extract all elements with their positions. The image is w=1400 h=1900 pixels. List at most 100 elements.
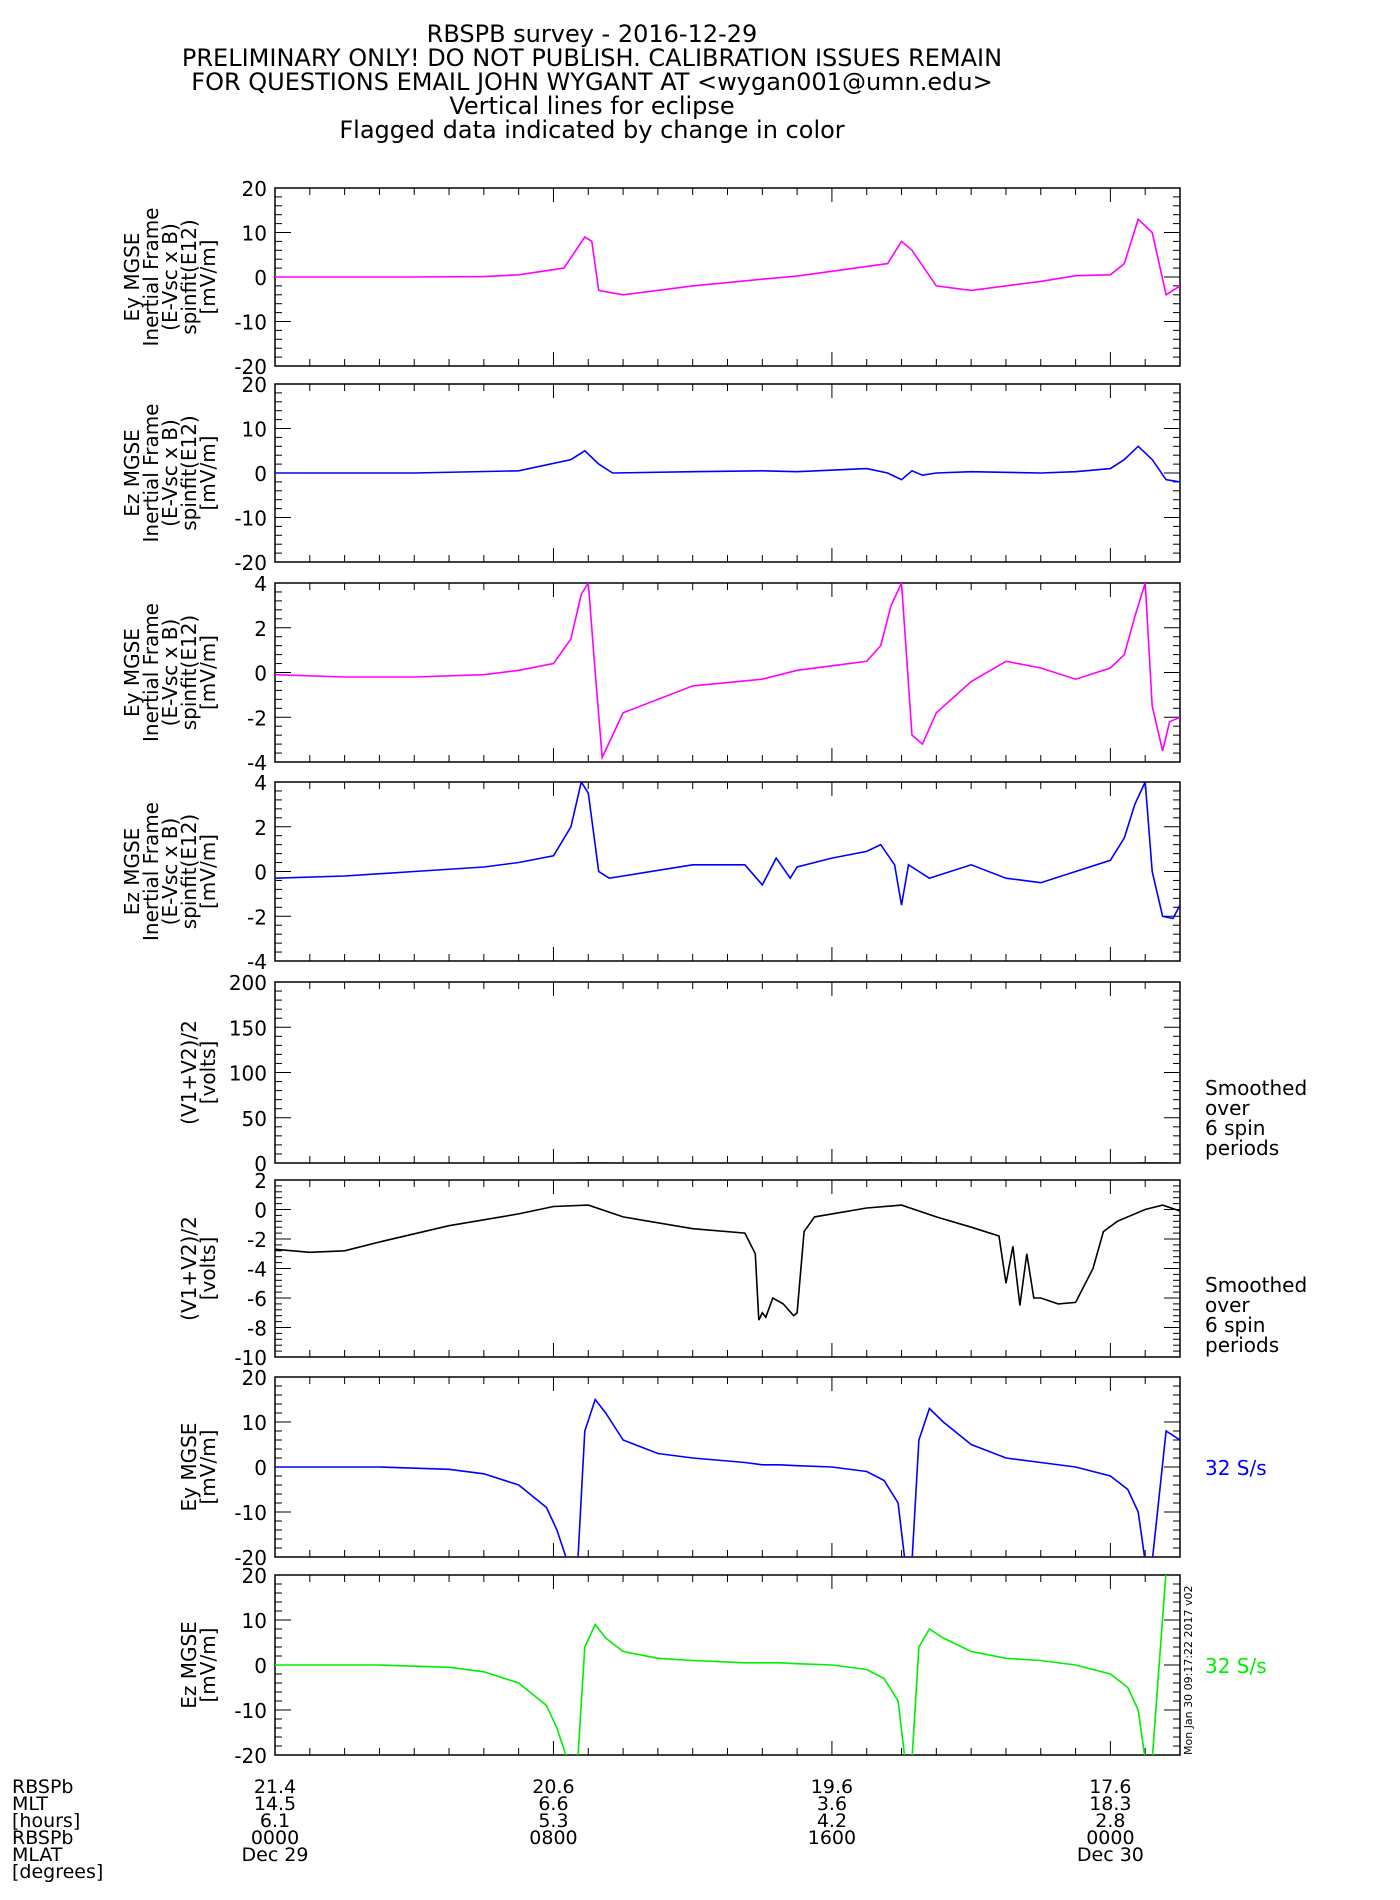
y-axis-label-line: Ez MGSE <box>177 1621 201 1709</box>
y-tick-label: 200 <box>229 971 267 995</box>
y-tick-label: -4 <box>247 751 267 775</box>
y-axis-label-line: Inertial Frame <box>139 603 163 742</box>
x-axis-row-label: [degrees] <box>12 1861 103 1883</box>
panel-frame <box>274 981 1181 1164</box>
y-tick-label: 0 <box>254 861 267 885</box>
y-tick-label: 0 <box>254 662 267 686</box>
x-tick-label: 4.2 <box>817 1810 847 1832</box>
y-tick-label: -2 <box>247 905 267 929</box>
y-tick-label: -2 <box>247 706 267 730</box>
x-axis-row-label: RBSPb <box>12 1827 73 1849</box>
y-axis-label-line: [volts] <box>196 1237 220 1301</box>
y-axis-label-line: Inertial Frame <box>139 802 163 941</box>
y-axis-label-line: [mV/m] <box>196 1628 220 1703</box>
timestamp-stamp: Mon Jan 30 09:17:22 2017 v02 <box>1182 1585 1195 1755</box>
x-tick-label: 20.6 <box>532 1776 574 1798</box>
series-line <box>275 1397 1180 1557</box>
panel-frame <box>274 1376 1181 1558</box>
x-tick-label: 0000 <box>251 1827 299 1849</box>
y-axis-label-line: (E-Vsc x B) <box>158 619 182 727</box>
y-axis-label-line: Ey MGSE <box>120 628 144 717</box>
y-tick-label: 20 <box>242 373 267 397</box>
y-tick-label: 0 <box>254 1199 267 1223</box>
y-tick-label: -20 <box>234 1546 267 1570</box>
panel-7: -20 -10 0 10 20 Ey MGSE[mV/m] 32 S/s <box>177 1366 1267 1570</box>
y-tick-label: -6 <box>247 1287 267 1311</box>
x-axis-row-label: [hours] <box>12 1810 80 1832</box>
x-tick-label: 18.3 <box>1089 1793 1131 1815</box>
y-axis-label-line: [mV/m] <box>196 1430 220 1505</box>
y-tick-label: -8 <box>247 1317 267 1341</box>
x-tick-label: 14.5 <box>254 1793 296 1815</box>
y-axis-label-line: (E-Vsc x B) <box>158 223 182 331</box>
panel-annotation: periods <box>1205 1333 1279 1357</box>
y-axis-label-line: [mV/m] <box>196 240 220 315</box>
y-tick-label: 20 <box>242 177 267 201</box>
panel-annotation: 6 spin <box>1205 1313 1265 1337</box>
y-tick-label: 100 <box>229 1062 267 1086</box>
x-tick-label: 19.6 <box>811 1776 853 1798</box>
y-tick-label: -10 <box>234 1346 267 1370</box>
y-tick-label: 0 <box>254 462 267 486</box>
y-axis-label-line: (V1+V2)/2 <box>177 1216 201 1321</box>
y-axis-label-line: [mV/m] <box>196 834 220 909</box>
series-line <box>275 217 1180 297</box>
panel-annotation: over <box>1205 1096 1250 1120</box>
y-axis-label-line: Ez MGSE <box>120 828 144 916</box>
y-axis-label: (V1+V2)/2[volts] <box>177 1216 220 1321</box>
x-axis-row-label: RBSPb <box>12 1776 73 1798</box>
y-tick-label: -20 <box>234 355 267 379</box>
x-tick-label: 21.4 <box>254 1776 296 1798</box>
y-tick-label: -2 <box>247 1228 267 1252</box>
panel-frame <box>274 1574 1181 1756</box>
title-line-4: Vertical lines for eclipse <box>449 92 735 120</box>
x-tick-label: 6.1 <box>260 1810 290 1832</box>
y-axis-label: (V1+V2)/2[volts] <box>177 1020 220 1125</box>
title-line-2: PRELIMINARY ONLY! DO NOT PUBLISH. CALIBR… <box>181 44 1003 72</box>
y-axis-label-line: Inertial Frame <box>139 208 163 347</box>
chart-title-block: RBSPB survey - 2016-12-29 PRELIMINARY ON… <box>0 22 1400 142</box>
y-axis-label-line: [mV/m] <box>196 635 220 710</box>
y-tick-label: -20 <box>234 551 267 575</box>
x-tick-label: Dec 30 <box>1077 1844 1144 1866</box>
y-tick-label: 20 <box>242 1366 267 1390</box>
y-tick-label: -4 <box>247 950 267 974</box>
y-axis-label: Ey MGSE[mV/m] <box>177 1423 220 1512</box>
panel-5: 0 50 100 150 200 (V1+V2)/2[volts] Smoothedover… <box>177 971 1307 1176</box>
y-tick-label: 4 <box>254 771 267 795</box>
panel-annotation: Smoothed <box>1205 1076 1307 1100</box>
panel-annotation: 32 S/s <box>1205 1654 1267 1678</box>
y-tick-label: 0 <box>254 1654 267 1678</box>
y-axis-label-line: Ez MGSE <box>120 429 144 517</box>
y-axis-label: Ez MGSE[mV/m] <box>177 1621 220 1709</box>
series-line <box>275 1575 1167 1755</box>
y-axis-label-line: spinfit(E12) <box>177 814 201 929</box>
y-axis-label-line: spinfit(E12) <box>177 415 201 530</box>
y-tick-label: -10 <box>234 1501 267 1525</box>
y-axis-label-line: (V1+V2)/2 <box>177 1020 201 1125</box>
y-axis-label-line: spinfit(E12) <box>177 615 201 730</box>
y-tick-label: 2 <box>254 1169 267 1193</box>
y-axis-label-line: (E-Vsc x B) <box>158 419 182 527</box>
y-tick-label: 150 <box>229 1016 267 1040</box>
x-tick-label: 3.6 <box>817 1793 847 1815</box>
x-axis-row-label: MLAT <box>12 1844 63 1866</box>
y-tick-label: 10 <box>242 222 267 246</box>
x-axis-labels: RBSPbMLT[hours]RBSPbMLAT[degrees]21.414.… <box>12 1776 1144 1883</box>
title-line-5: Flagged data indicated by change in colo… <box>339 116 845 144</box>
y-axis-label-line: [mV/m] <box>196 436 220 511</box>
panel-annotation: 32 S/s <box>1205 1456 1267 1480</box>
x-axis-row-label: MLT <box>12 1793 48 1815</box>
y-tick-label: 0 <box>254 1456 267 1480</box>
series-line <box>275 583 1180 761</box>
y-axis-label-line: (E-Vsc x B) <box>158 818 182 926</box>
panel-frame <box>274 1179 1181 1358</box>
x-tick-label: 2.8 <box>1095 1810 1125 1832</box>
